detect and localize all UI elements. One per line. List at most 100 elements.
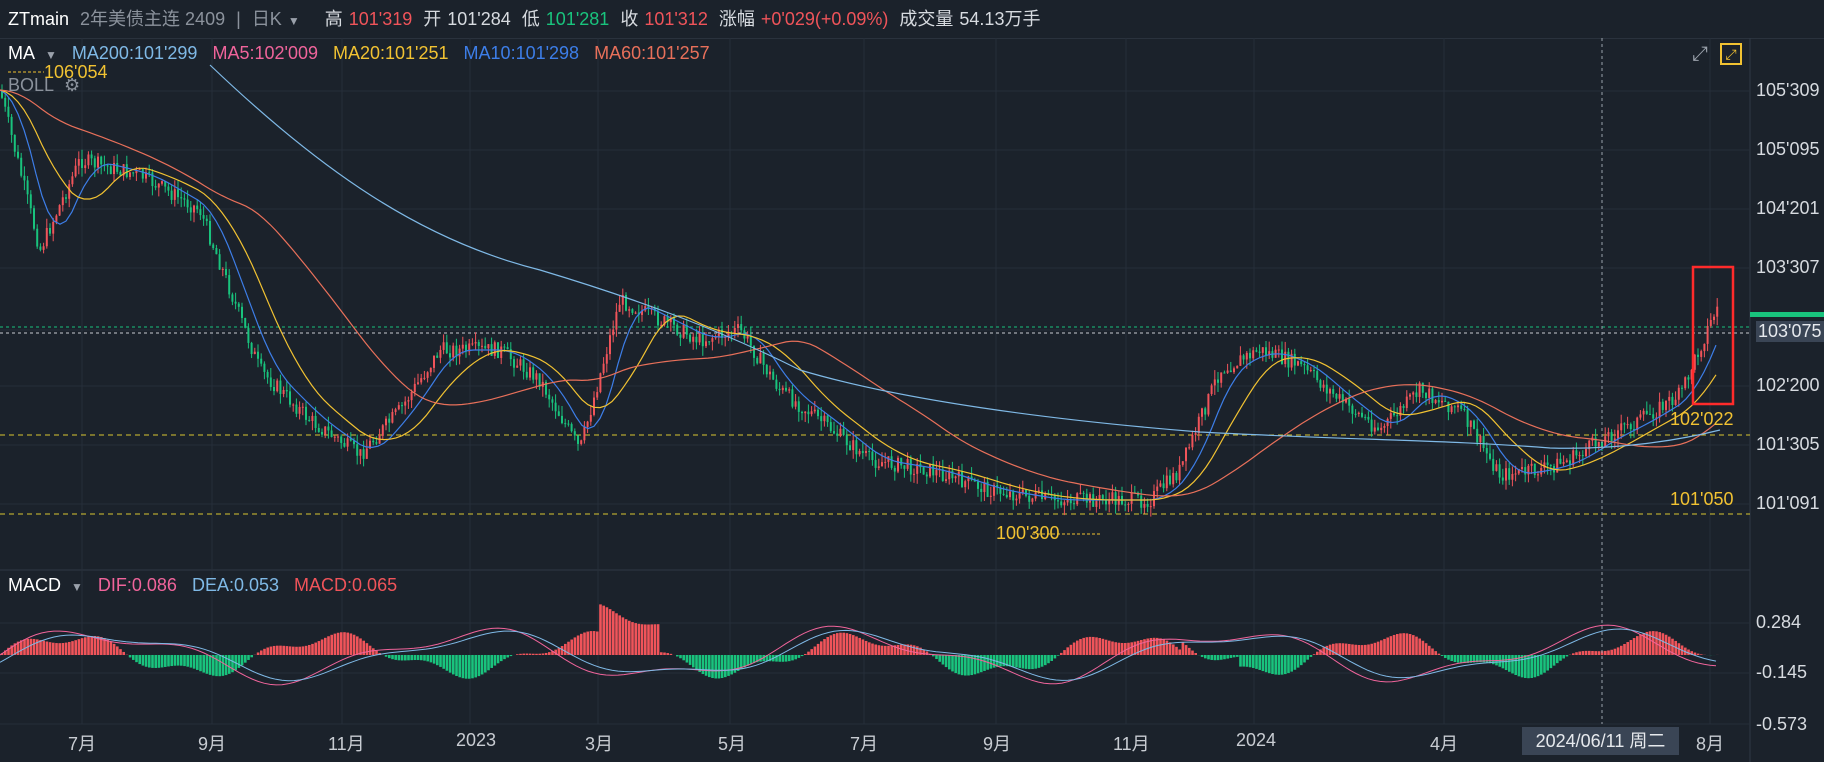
macd-histogram-bar — [1044, 655, 1047, 666]
macd-histogram-bar — [308, 644, 311, 655]
candle-body — [973, 479, 976, 482]
macd-histogram-bar — [500, 655, 503, 662]
candle-body — [228, 275, 231, 295]
macd-histogram-bar — [752, 655, 756, 664]
candle-body — [1303, 364, 1306, 366]
candle-body — [202, 215, 205, 219]
candle-body — [481, 345, 483, 347]
macd-histogram-bar — [948, 655, 951, 670]
candle-body — [1511, 473, 1514, 480]
macd-histogram-bar — [1373, 642, 1377, 655]
candle-body — [801, 411, 803, 414]
candle-body — [1245, 352, 1248, 360]
macd-histogram-bar — [621, 617, 625, 655]
candle-body — [817, 409, 819, 417]
macd-histogram-bar — [576, 635, 580, 655]
period-selector[interactable]: 日K — [251, 9, 282, 29]
macd-histogram-bar — [1312, 654, 1316, 655]
macd-histogram-bar — [740, 655, 743, 670]
candle-body — [417, 382, 419, 384]
macd-histogram-bar — [1581, 651, 1585, 655]
symbol-name[interactable]: ZTmain — [8, 9, 70, 29]
candle-body — [519, 359, 522, 366]
ma-dropdown-caret-icon[interactable]: ▼ — [45, 48, 57, 62]
contract-name[interactable]: 2年美债主连 2409 — [80, 9, 226, 29]
boll-legend[interactable]: BOLL ⚙ — [8, 75, 90, 96]
macd-histogram-bar — [1335, 643, 1338, 655]
candle-body — [1450, 406, 1453, 413]
candle-body — [676, 324, 679, 335]
macd-histogram-bar — [1348, 643, 1351, 655]
candle-body — [609, 335, 611, 355]
candle-body — [1389, 413, 1392, 419]
candle-body — [401, 405, 403, 407]
candle-body — [513, 359, 515, 368]
ma-indicator-label[interactable]: MA — [8, 43, 35, 63]
macd-histogram-bar — [103, 638, 106, 655]
macd-histogram-bar — [52, 642, 55, 655]
candle-body — [1124, 504, 1127, 506]
candle-body — [167, 186, 170, 191]
macd-histogram-bar — [205, 655, 209, 674]
fullscreen-icon[interactable]: ⤢ — [1720, 43, 1742, 65]
macd-histogram-bar — [1229, 655, 1233, 658]
candle-body — [1066, 499, 1069, 503]
macd-histogram-bar — [839, 632, 842, 655]
x-label: 3月 — [585, 734, 614, 754]
candle-body — [1169, 475, 1171, 485]
macd-histogram-bar — [1028, 655, 1031, 670]
candle-body — [647, 306, 650, 309]
macd-histogram-bar — [36, 639, 39, 655]
candle-body — [1018, 492, 1021, 499]
dropdown-caret-icon[interactable]: ▼ — [287, 14, 300, 28]
candle-body — [109, 166, 112, 175]
macd-histogram-bar — [637, 623, 641, 655]
candle-body — [788, 389, 791, 391]
candle-body — [42, 246, 45, 250]
macd-histogram-bar — [612, 611, 615, 655]
candle-body — [1181, 461, 1184, 465]
macd-histogram-bar — [1341, 643, 1345, 655]
macd-histogram-bar — [1098, 637, 1101, 655]
candle-body — [983, 481, 986, 493]
candle-body — [685, 324, 688, 335]
macd-histogram-bar — [589, 631, 593, 655]
candle-body — [756, 357, 759, 364]
macd-dropdown-caret-icon[interactable]: ▼ — [71, 580, 83, 594]
candle-body — [929, 463, 931, 477]
volume-label: 成交量 — [899, 9, 954, 29]
macd-histogram-bar — [1325, 645, 1329, 655]
macd-histogram-bar — [1287, 655, 1290, 674]
candle-body — [1143, 503, 1146, 508]
candle-body — [340, 436, 343, 443]
candle-body — [333, 436, 336, 438]
macd-histogram-bar — [720, 655, 724, 679]
candle-body — [1620, 423, 1623, 431]
candle-body — [1428, 388, 1431, 398]
candle-body — [641, 310, 643, 315]
candle-body — [698, 333, 701, 343]
macd-histogram-bar — [698, 655, 701, 673]
macd-histogram-bar — [548, 652, 551, 655]
macd-indicator-label[interactable]: MACD — [8, 575, 61, 595]
macd-histogram-bar — [260, 650, 263, 655]
macd-histogram-bar — [432, 655, 436, 664]
macd-histogram-bar — [1431, 648, 1434, 655]
candle-body — [1220, 372, 1223, 383]
candle-body — [1373, 427, 1376, 432]
candle-body — [90, 154, 93, 159]
boll-label[interactable]: BOLL — [8, 75, 55, 95]
candle-body — [132, 172, 135, 174]
high-value: 101'319 — [348, 9, 413, 29]
candle-body — [1383, 426, 1386, 428]
macd-histogram-bar — [311, 643, 314, 655]
candle-body — [1114, 492, 1117, 505]
macd-histogram-bar — [1482, 655, 1485, 663]
expand-arrows-icon[interactable]: ⤢ — [1692, 43, 1708, 65]
macd-histogram-bar — [855, 636, 858, 655]
candle-body — [839, 428, 842, 436]
candle-body — [65, 197, 67, 199]
candle-body — [1652, 414, 1655, 419]
settings-gear-icon[interactable]: ⚙ — [64, 75, 81, 95]
